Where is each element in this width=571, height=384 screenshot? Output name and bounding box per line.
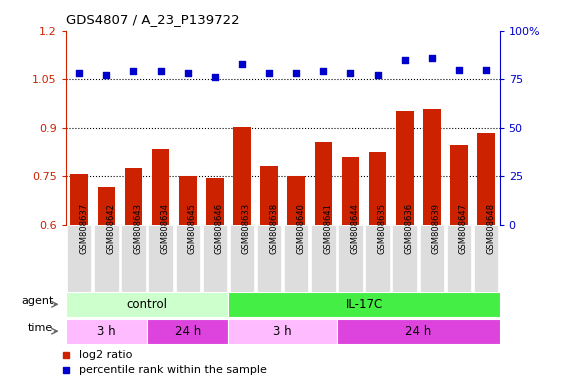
Bar [420, 225, 444, 300]
Text: agent: agent [21, 296, 54, 306]
Point [210, 74, 219, 80]
Text: GSM808641: GSM808641 [323, 203, 332, 254]
Text: 3 h: 3 h [97, 325, 116, 338]
Text: IL-17C: IL-17C [345, 298, 383, 311]
Text: GSM808645: GSM808645 [188, 203, 197, 254]
Bar [423, 109, 441, 225]
Bar [152, 149, 170, 225]
Point [264, 70, 274, 76]
Point [102, 72, 111, 78]
Text: GSM808639: GSM808639 [432, 203, 441, 254]
Point [129, 68, 138, 74]
Bar [450, 146, 468, 225]
Bar [477, 134, 495, 225]
Bar [287, 175, 305, 225]
Text: log2 ratio: log2 ratio [79, 350, 132, 360]
Text: GSM808640: GSM808640 [296, 203, 305, 254]
Bar [148, 225, 173, 300]
Point [400, 57, 409, 63]
Bar [369, 152, 387, 225]
Point [455, 66, 464, 73]
Text: GDS4807 / A_23_P139722: GDS4807 / A_23_P139722 [66, 13, 239, 26]
Text: GSM808648: GSM808648 [486, 203, 495, 254]
Bar [98, 187, 115, 225]
Bar [260, 166, 278, 225]
Bar [474, 225, 498, 300]
Bar [337, 319, 500, 344]
Bar [70, 174, 88, 225]
Text: GSM808646: GSM808646 [215, 203, 224, 254]
Bar [228, 292, 500, 317]
Bar [365, 225, 390, 300]
Text: GSM808642: GSM808642 [106, 203, 115, 254]
Text: GSM808643: GSM808643 [134, 203, 143, 254]
Bar [396, 111, 413, 225]
Bar [203, 225, 227, 300]
Bar [175, 225, 200, 300]
Text: GSM808636: GSM808636 [405, 203, 414, 254]
Point [319, 68, 328, 74]
Text: GSM808634: GSM808634 [160, 203, 170, 254]
Text: 24 h: 24 h [175, 325, 201, 338]
Bar [147, 319, 228, 344]
Point [183, 70, 192, 76]
Text: control: control [127, 298, 167, 311]
Point [238, 61, 247, 67]
Bar [67, 225, 91, 300]
Text: percentile rank within the sample: percentile rank within the sample [79, 366, 267, 376]
Bar [311, 225, 336, 300]
Text: time: time [28, 323, 54, 333]
Bar [338, 225, 363, 300]
Bar [257, 225, 282, 300]
Bar [447, 225, 471, 300]
Text: GSM808638: GSM808638 [269, 203, 278, 254]
Bar [124, 168, 142, 225]
Point [427, 55, 436, 61]
Bar [179, 175, 196, 225]
Text: GSM808644: GSM808644 [351, 203, 360, 254]
Point [75, 70, 84, 76]
Bar [315, 142, 332, 225]
Bar [392, 225, 417, 300]
Point [156, 68, 165, 74]
Bar [341, 157, 359, 225]
Bar [94, 225, 119, 300]
Bar [66, 319, 147, 344]
Point [373, 72, 382, 78]
Bar [284, 225, 308, 300]
Point [292, 70, 301, 76]
Bar [230, 225, 254, 300]
Text: GSM808647: GSM808647 [459, 203, 468, 254]
Text: GSM808635: GSM808635 [377, 203, 387, 254]
Bar [66, 292, 228, 317]
Text: GSM808637: GSM808637 [79, 203, 89, 254]
Bar [121, 225, 146, 300]
Text: 3 h: 3 h [274, 325, 292, 338]
Bar [206, 179, 224, 225]
Text: 24 h: 24 h [405, 325, 431, 338]
Point [346, 70, 355, 76]
Bar [233, 127, 251, 225]
Bar [228, 319, 337, 344]
Text: GSM808633: GSM808633 [242, 203, 251, 254]
Point [481, 66, 490, 73]
